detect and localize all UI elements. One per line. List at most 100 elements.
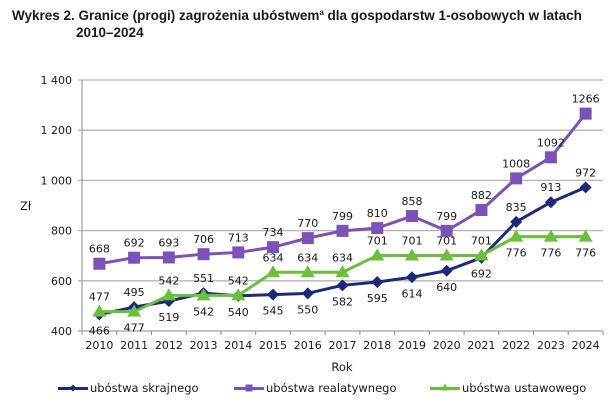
x-tick-labels: 2010 2011 2012 2013 2014 2015 2016 2017 2018 2019… [85,339,599,352]
title-line1: Wykres 2. Granice (progi) zagrożenia ubó… [12,8,320,23]
data-label-ustawowego: 477 [124,322,145,335]
legend-line-skrajnego [58,384,88,392]
y-tick-label: 1 200 [41,124,73,137]
data-label-relatywnego: 668 [89,243,110,256]
data-label-skrajnego: 595 [367,292,388,305]
data-point-triangle [509,229,524,242]
legend-label-relatywnego: ubóstwa realatywnego [266,381,397,395]
data-label-skrajnego: 582 [332,295,353,308]
data-point-square [475,204,488,217]
data-label-relatywnego: 770 [297,217,318,230]
data-point-triangle [543,229,558,242]
series-relatywnego [93,107,592,270]
data-label-relatywnego: 706 [193,233,214,246]
gridlines [78,79,603,282]
data-point-triangle [578,229,593,242]
x-tick-label: 2021 [467,339,495,352]
data-label-relatywnego: 799 [436,210,457,223]
data-point-diamond [336,279,349,292]
data-point-square [544,151,557,164]
y-tick-label: 600 [51,275,72,288]
x-tick-label: 2017 [329,339,357,352]
data-point-triangle [127,304,142,317]
data-point-square [232,246,245,259]
x-tick-label: 2023 [537,339,565,352]
legend: ubóstwa skrajnego ubóstwa realatywnego u… [0,381,616,399]
data-point-square [301,232,314,245]
data-label-relatywnego: 713 [228,231,249,244]
x-tick-label: 2016 [294,339,322,352]
x-tick-label: 2012 [155,339,183,352]
data-point-diamond [371,276,384,289]
x-tick-label: 2020 [433,339,461,352]
y-tick-label: 800 [51,225,72,238]
axes [78,80,604,335]
data-label-ustawowego: 701 [471,234,492,247]
legend-item-relatywnego[interactable]: ubóstwa realatywnego [234,381,397,395]
data-label-skrajnego: 640 [436,281,457,294]
x-tick-label: 2015 [259,339,287,352]
data-label-ustawowego: 542 [193,305,214,318]
data-point-diamond [510,215,523,228]
data-label-ustawowego: 634 [297,251,318,264]
data-point-triangle [439,248,454,261]
data-label-ustawowego: 634 [263,251,284,264]
data-label-ustawowego: 701 [436,234,457,247]
title-line1-rest: dla gospodarstw 1-osobowych w latach [323,8,582,23]
data-point-square [336,224,349,237]
data-label-skrajnego: 540 [228,306,249,319]
data-point-square [93,257,106,270]
x-tick-label: 2022 [502,339,530,352]
data-point-square [371,222,384,235]
x-tick-label: 2011 [120,339,148,352]
y-axis-label: Zł [20,199,32,213]
x-tick-label: 2018 [363,339,391,352]
data-point-square [405,210,418,223]
legend-label-ustawowego: ubóstwa ustawowego [462,381,587,395]
legend-item-skrajnego[interactable]: ubóstwa skrajnego [58,381,199,395]
data-label-relatywnego: 734 [263,226,284,239]
data-point-diamond [405,271,418,284]
data-point-square [440,224,453,237]
data-point-diamond [544,196,557,209]
data-point-triangle [196,288,211,301]
legend-item-ustawowego[interactable]: ubóstwa ustawowego [430,381,586,395]
data-point-triangle [370,248,385,261]
x-tick-label: 2024 [572,339,600,352]
data-point-diamond [301,287,314,300]
y-tick-label: 1 000 [41,174,73,187]
data-label-ustawowego: 701 [401,234,422,247]
data-label-relatywnego: 882 [471,189,492,202]
data-point-triangle [404,248,419,261]
data-label-ustawowego: 477 [89,291,110,304]
legend-marker-triangle [441,383,449,391]
legend-label-skrajnego: ubóstwa skrajnego [90,381,199,395]
y-tick-labels: 400 600 800 1 000 1 200 1 400 [41,74,73,338]
data-label-ustawowego: 634 [332,251,353,264]
title-footnote-mark: a [319,8,324,17]
data-label-relatywnego: 1008 [502,157,530,170]
data-point-triangle [474,248,489,261]
data-label-relatywnego: 693 [158,236,179,249]
data-label-relatywnego: 1092 [537,136,565,149]
data-point-triangle [300,265,315,278]
data-label-ustawowego: 542 [228,274,249,287]
x-tick-label: 2014 [224,339,252,352]
data-label-skrajnego: 614 [401,287,422,300]
data-label-skrajnego: 551 [193,272,214,285]
data-label-relatywnego: 858 [401,195,422,208]
data-label-relatywnego: 799 [332,210,353,223]
data-point-triangle [335,265,350,278]
data-label-skrajnego: 545 [263,305,284,318]
data-labels: 466 495 519 551 540 545 550 582 595 614 640 692 835 9… [89,93,600,338]
x-tick-label: 2013 [190,339,218,352]
data-label-ustawowego: 776 [506,247,527,260]
x-tick-label: 2019 [398,339,426,352]
data-point-diamond [440,264,453,277]
data-point-triangle [266,265,281,278]
x-tick-label: 2010 [85,339,113,352]
y-tick-label: 1 400 [41,74,73,87]
data-label-relatywnego: 1266 [572,93,600,106]
data-label-relatywnego: 810 [367,207,388,220]
